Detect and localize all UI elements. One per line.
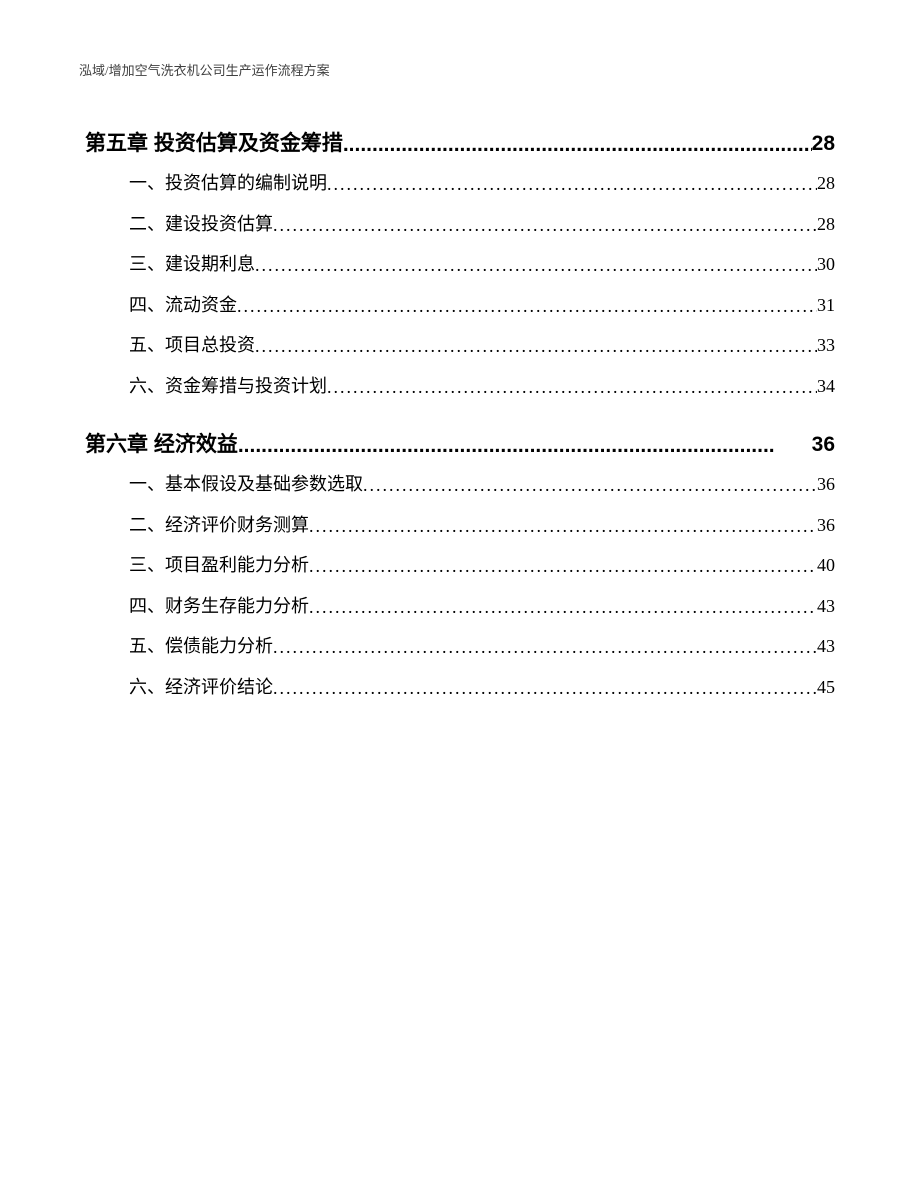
toc-sub-page: 34 — [817, 366, 835, 407]
toc-sub-label: 一、投资估算的编制说明 — [129, 163, 327, 204]
toc-leader: ........................................… — [273, 205, 817, 245]
toc-sub-label: 三、建设期利息 — [129, 244, 255, 285]
toc-sub-page: 45 — [817, 667, 835, 708]
toc-leader: ........................................… — [309, 587, 817, 627]
toc-leader: ........................................… — [273, 627, 817, 667]
toc-leader: ........................................… — [327, 367, 817, 407]
toc-sub-page: 36 — [817, 505, 835, 546]
toc-sub-page: 31 — [817, 285, 835, 326]
toc-sub-entry: 六、资金筹措与投资计划 ............................… — [129, 366, 835, 407]
page-header: 泓域/增加空气洗衣机公司生产运作流程方案 — [79, 60, 835, 79]
toc-leader: ........................................… — [309, 546, 817, 586]
toc-sub-page: 30 — [817, 244, 835, 285]
toc-leader: ........................................… — [327, 164, 817, 204]
toc-sub-entry: 二、经济评价财务测算 .............................… — [129, 505, 835, 546]
toc-sub-entry: 一、基本假设及基础参数选取 ..........................… — [129, 464, 835, 505]
toc-leader: ........................................… — [343, 133, 812, 157]
toc-sub-label: 二、经济评价财务测算 — [129, 505, 309, 546]
toc-sub-label: 四、流动资金 — [129, 285, 237, 326]
toc-sub-label: 一、基本假设及基础参数选取 — [129, 464, 363, 505]
toc-chapter-title: 第六章 经济效益 — [85, 428, 238, 458]
toc-sub-label: 六、资金筹措与投资计划 — [129, 366, 327, 407]
toc-chapter-page: 36 — [812, 433, 835, 457]
toc-sub-entry: 五、偿债能力分析 ...............................… — [129, 626, 835, 667]
toc-leader: ........................................… — [273, 668, 817, 708]
toc-sub-page: 43 — [817, 626, 835, 667]
toc-leader: ........................................… — [363, 465, 817, 505]
toc-leader: ........................................… — [309, 506, 817, 546]
toc-sub-entry: 四、流动资金 .................................… — [129, 285, 835, 326]
document-page: 泓域/增加空气洗衣机公司生产运作流程方案 第五章 投资估算及资金筹措 .....… — [0, 0, 920, 1191]
toc-sub-label: 五、偿债能力分析 — [129, 626, 273, 667]
toc-sub-label: 四、财务生存能力分析 — [129, 586, 309, 627]
toc-sub-entry: 三、项目盈利能力分析 .............................… — [129, 545, 835, 586]
toc-sub-page: 40 — [817, 545, 835, 586]
toc-sub-page: 43 — [817, 586, 835, 627]
toc-chapter-page: 28 — [812, 132, 835, 156]
toc-sub-entry: 四、财务生存能力分析 .............................… — [129, 586, 835, 627]
toc-sub-page: 33 — [817, 325, 835, 366]
toc-sub-entry: 六、经济评价结论 ...............................… — [129, 667, 835, 708]
toc-leader: ........................................… — [255, 326, 817, 366]
toc-leader: ........................................… — [255, 245, 817, 285]
toc-sub-page: 36 — [817, 464, 835, 505]
toc-sub-entry: 二、建设投资估算 ...............................… — [129, 204, 835, 245]
toc-sub-entry: 五、项目总投资 ................................… — [129, 325, 835, 366]
toc-sub-label: 六、经济评价结论 — [129, 667, 273, 708]
toc-leader: ........................................… — [237, 286, 817, 326]
toc-sub-entry: 三、建设期利息 ................................… — [129, 244, 835, 285]
toc-sub-label: 三、项目盈利能力分析 — [129, 545, 309, 586]
toc-sub-page: 28 — [817, 204, 835, 245]
toc-sub-label: 二、建设投资估算 — [129, 204, 273, 245]
toc-chapter-entry: 第六章 经济效益 ...............................… — [85, 428, 835, 458]
toc-sub-label: 五、项目总投资 — [129, 325, 255, 366]
toc-leader: ........................................… — [238, 434, 812, 458]
toc-sub-entry: 一、投资估算的编制说明 ............................… — [129, 163, 835, 204]
toc-sub-page: 28 — [817, 163, 835, 204]
toc-chapter-entry: 第五章 投资估算及资金筹措 ..........................… — [85, 127, 835, 157]
toc-chapter-title: 第五章 投资估算及资金筹措 — [85, 127, 343, 157]
